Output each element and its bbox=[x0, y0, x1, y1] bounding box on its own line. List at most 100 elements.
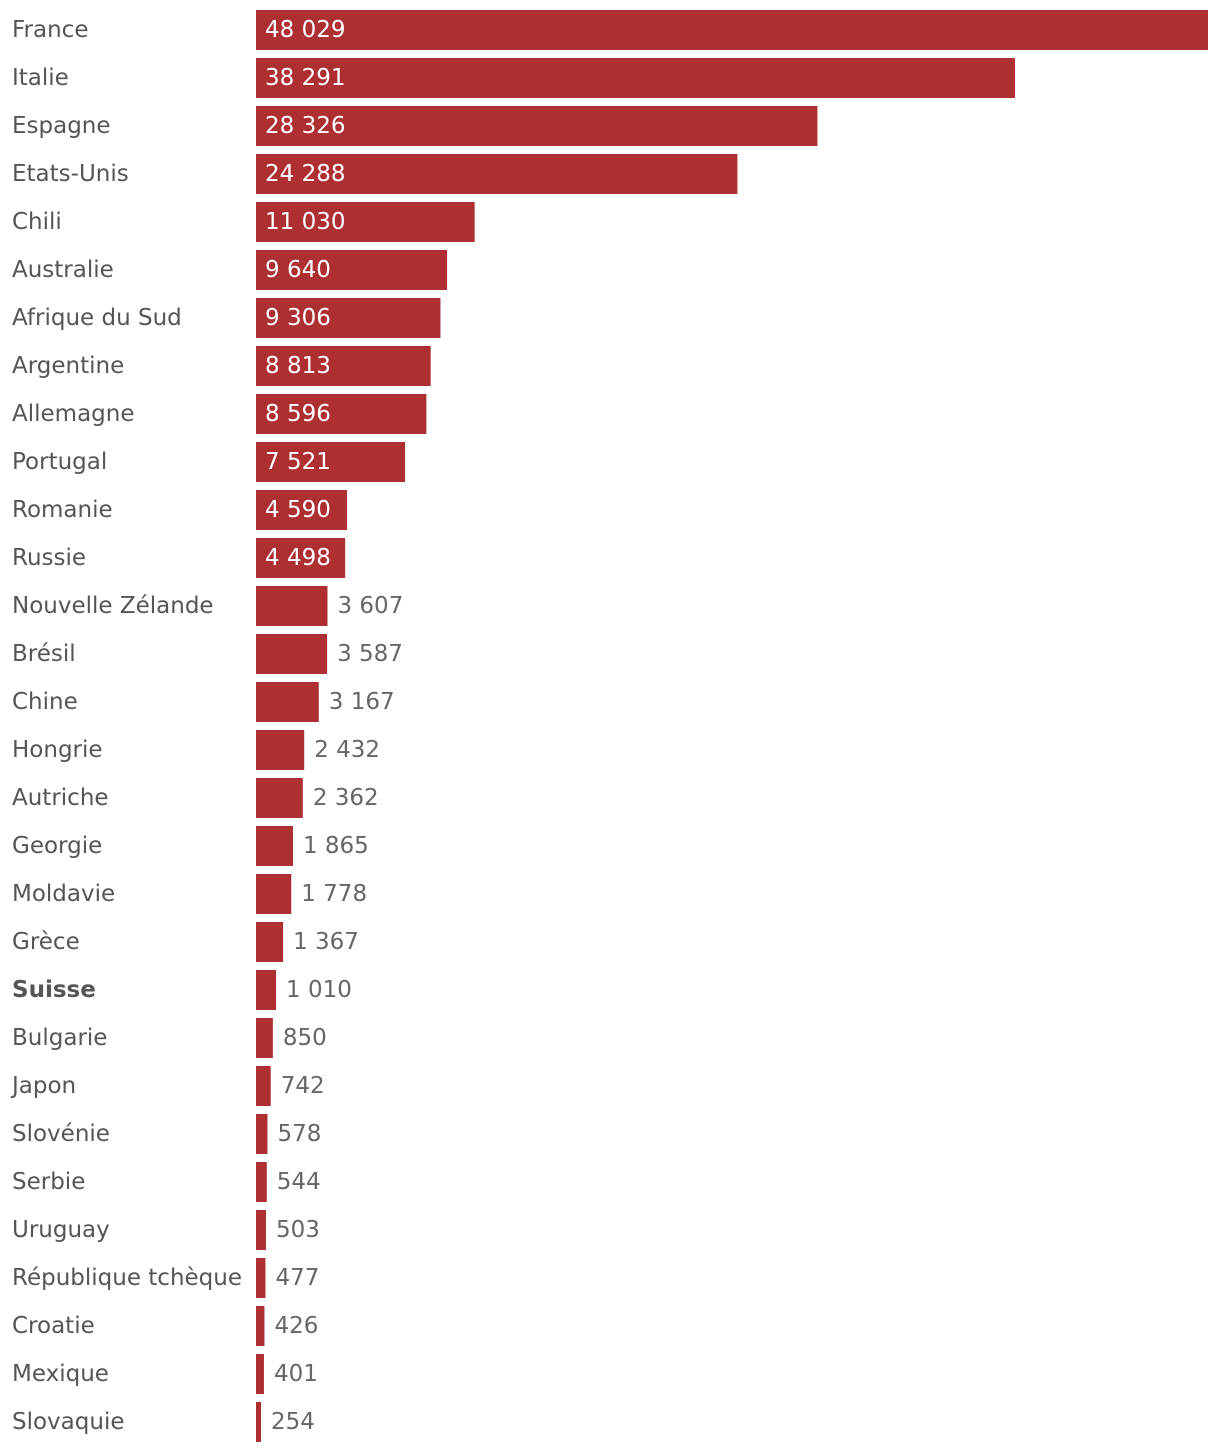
value-label: 4 498 bbox=[265, 545, 331, 571]
category-label: Afrique du Sud bbox=[12, 305, 182, 331]
bar bbox=[256, 1018, 273, 1058]
bar-row: Georgie 1 865 bbox=[12, 826, 369, 866]
category-label: Italie bbox=[12, 65, 69, 91]
value-label: 4 590 bbox=[265, 497, 331, 523]
bar bbox=[256, 778, 303, 818]
value-label: 3 167 bbox=[329, 689, 395, 715]
value-label: 3 587 bbox=[337, 641, 403, 667]
category-label: Slovénie bbox=[12, 1121, 110, 1147]
bar bbox=[256, 394, 427, 434]
bar-row: Chine 3 167 bbox=[12, 682, 395, 722]
bar bbox=[256, 1162, 267, 1202]
bar bbox=[256, 826, 293, 866]
bar bbox=[256, 538, 346, 578]
bar bbox=[256, 586, 328, 626]
category-label: Espagne bbox=[12, 113, 111, 139]
bar bbox=[256, 10, 1208, 50]
value-label: 401 bbox=[274, 1361, 318, 1387]
category-label: Suisse bbox=[12, 977, 96, 1003]
value-label: 2 432 bbox=[314, 737, 380, 763]
value-label: 24 288 bbox=[265, 161, 345, 187]
category-label: Portugal bbox=[12, 449, 107, 475]
category-label: Allemagne bbox=[12, 401, 135, 427]
bar-row: Chili 11 030 bbox=[12, 202, 475, 242]
value-label: 742 bbox=[281, 1073, 325, 1099]
bar-row: Autriche 2 362 bbox=[12, 778, 379, 818]
value-label: 9 640 bbox=[265, 257, 331, 283]
bar-row: Afrique du Sud 9 306 bbox=[12, 298, 441, 338]
category-label: Etats-Unis bbox=[12, 161, 129, 187]
bar bbox=[256, 250, 448, 290]
bar-row: Australie 9 640 bbox=[12, 250, 448, 290]
value-label: 48 029 bbox=[265, 17, 345, 43]
bar-row: Moldavie 1 778 bbox=[12, 874, 367, 914]
bar-row: Russie 4 498 bbox=[12, 538, 346, 578]
bar bbox=[256, 922, 284, 962]
value-label: 11 030 bbox=[265, 209, 345, 235]
bar-row: Argentine 8 813 bbox=[12, 346, 431, 386]
value-label: 578 bbox=[277, 1121, 321, 1147]
bar bbox=[256, 1402, 262, 1442]
value-label: 254 bbox=[271, 1409, 315, 1435]
bar-row: France 48 029 bbox=[12, 10, 1208, 50]
bar-row: Bulgarie 850 bbox=[12, 1018, 327, 1058]
value-label: 2 362 bbox=[313, 785, 379, 811]
category-label: France bbox=[12, 17, 88, 43]
bar-row: Brésil 3 587 bbox=[12, 634, 403, 674]
bar-row: Grèce 1 367 bbox=[12, 922, 359, 962]
category-label: Bulgarie bbox=[12, 1025, 107, 1051]
bar-row: Slovénie 578 bbox=[12, 1114, 321, 1154]
bar-row: Uruguay 503 bbox=[12, 1210, 320, 1250]
bar-row: Japon 742 bbox=[10, 1066, 325, 1106]
bar bbox=[256, 682, 319, 722]
value-label: 28 326 bbox=[265, 113, 345, 139]
value-label: 1 010 bbox=[286, 977, 352, 1003]
bar-row: République tchèque 477 bbox=[12, 1258, 319, 1298]
category-label: Australie bbox=[12, 257, 114, 283]
bar bbox=[256, 154, 738, 194]
value-label: 1 367 bbox=[293, 929, 359, 955]
category-label: Georgie bbox=[12, 833, 102, 859]
value-label: 8 813 bbox=[265, 353, 331, 379]
bar-row: Mexique 401 bbox=[12, 1354, 318, 1394]
bar-row: Croatie 426 bbox=[12, 1306, 318, 1346]
bar bbox=[256, 730, 305, 770]
bar bbox=[256, 1354, 264, 1394]
category-label: Uruguay bbox=[12, 1217, 110, 1243]
category-label: Romanie bbox=[12, 497, 113, 523]
bar bbox=[256, 1066, 271, 1106]
bar bbox=[256, 346, 431, 386]
bar bbox=[256, 106, 818, 146]
bar-row: Etats-Unis 24 288 bbox=[12, 154, 738, 194]
bar-row: Romanie 4 590 bbox=[12, 490, 347, 530]
bar-row: Allemagne 8 596 bbox=[12, 394, 427, 434]
category-label: Nouvelle Zélande bbox=[12, 593, 214, 619]
bar bbox=[256, 298, 441, 338]
bar bbox=[256, 490, 347, 530]
bar bbox=[256, 634, 328, 674]
category-label: Russie bbox=[12, 545, 86, 571]
category-label: Serbie bbox=[12, 1169, 85, 1195]
bar-row: Portugal 7 521 bbox=[12, 442, 406, 482]
bar bbox=[256, 1114, 268, 1154]
value-label: 8 596 bbox=[265, 401, 331, 427]
bar-row: Hongrie 2 432 bbox=[12, 730, 380, 770]
bar-row: Suisse 1 010 bbox=[12, 970, 352, 1010]
value-label: 426 bbox=[274, 1313, 318, 1339]
category-label: Argentine bbox=[12, 353, 124, 379]
category-label: Mexique bbox=[12, 1361, 109, 1387]
bar bbox=[256, 58, 1015, 98]
bar bbox=[256, 874, 292, 914]
category-label: Moldavie bbox=[12, 881, 115, 907]
category-label: Brésil bbox=[12, 641, 76, 667]
category-label: Croatie bbox=[12, 1313, 95, 1339]
category-label: Slovaquie bbox=[12, 1409, 124, 1435]
value-label: 544 bbox=[277, 1169, 321, 1195]
category-label: Autriche bbox=[12, 785, 109, 811]
value-label: 503 bbox=[276, 1217, 320, 1243]
value-label: 1 865 bbox=[303, 833, 369, 859]
value-label: 477 bbox=[275, 1265, 319, 1291]
category-label: Chine bbox=[12, 689, 78, 715]
bar-row: Italie 38 291 bbox=[12, 58, 1015, 98]
